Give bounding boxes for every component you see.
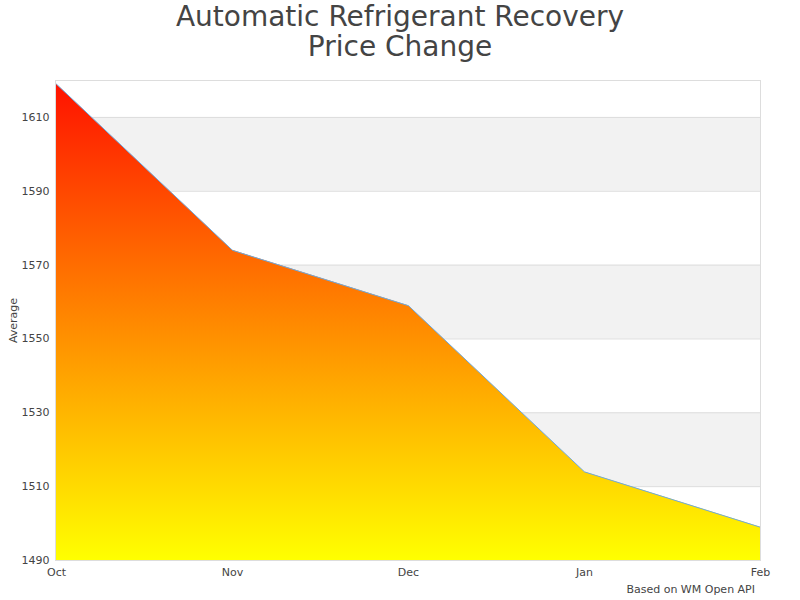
html-text:Based on WM Open API: Based on WM Open API — [626, 583, 755, 596]
svg-text:Average: Average — [7, 298, 20, 343]
svg-text:1510: 1510 — [22, 480, 50, 493]
svg-text:1550: 1550 — [22, 332, 50, 345]
svg-text:1610: 1610 — [22, 111, 50, 124]
svg-text:1590: 1590 — [22, 185, 50, 198]
svg-text:Oct: Oct — [47, 566, 67, 579]
svg-text:1570: 1570 — [22, 259, 50, 272]
svg-text:Jan: Jan — [575, 566, 593, 579]
svg-text:Dec: Dec — [398, 566, 419, 579]
svg-text:Feb: Feb — [751, 566, 770, 579]
svg-text:1490: 1490 — [22, 554, 50, 567]
svg-text:Nov: Nov — [222, 566, 244, 579]
svg-text:1530: 1530 — [22, 406, 50, 419]
html-text:Automatic Refrigerant Recovery: Automatic Refrigerant Recovery Price Cha… — [175, 0, 625, 63]
